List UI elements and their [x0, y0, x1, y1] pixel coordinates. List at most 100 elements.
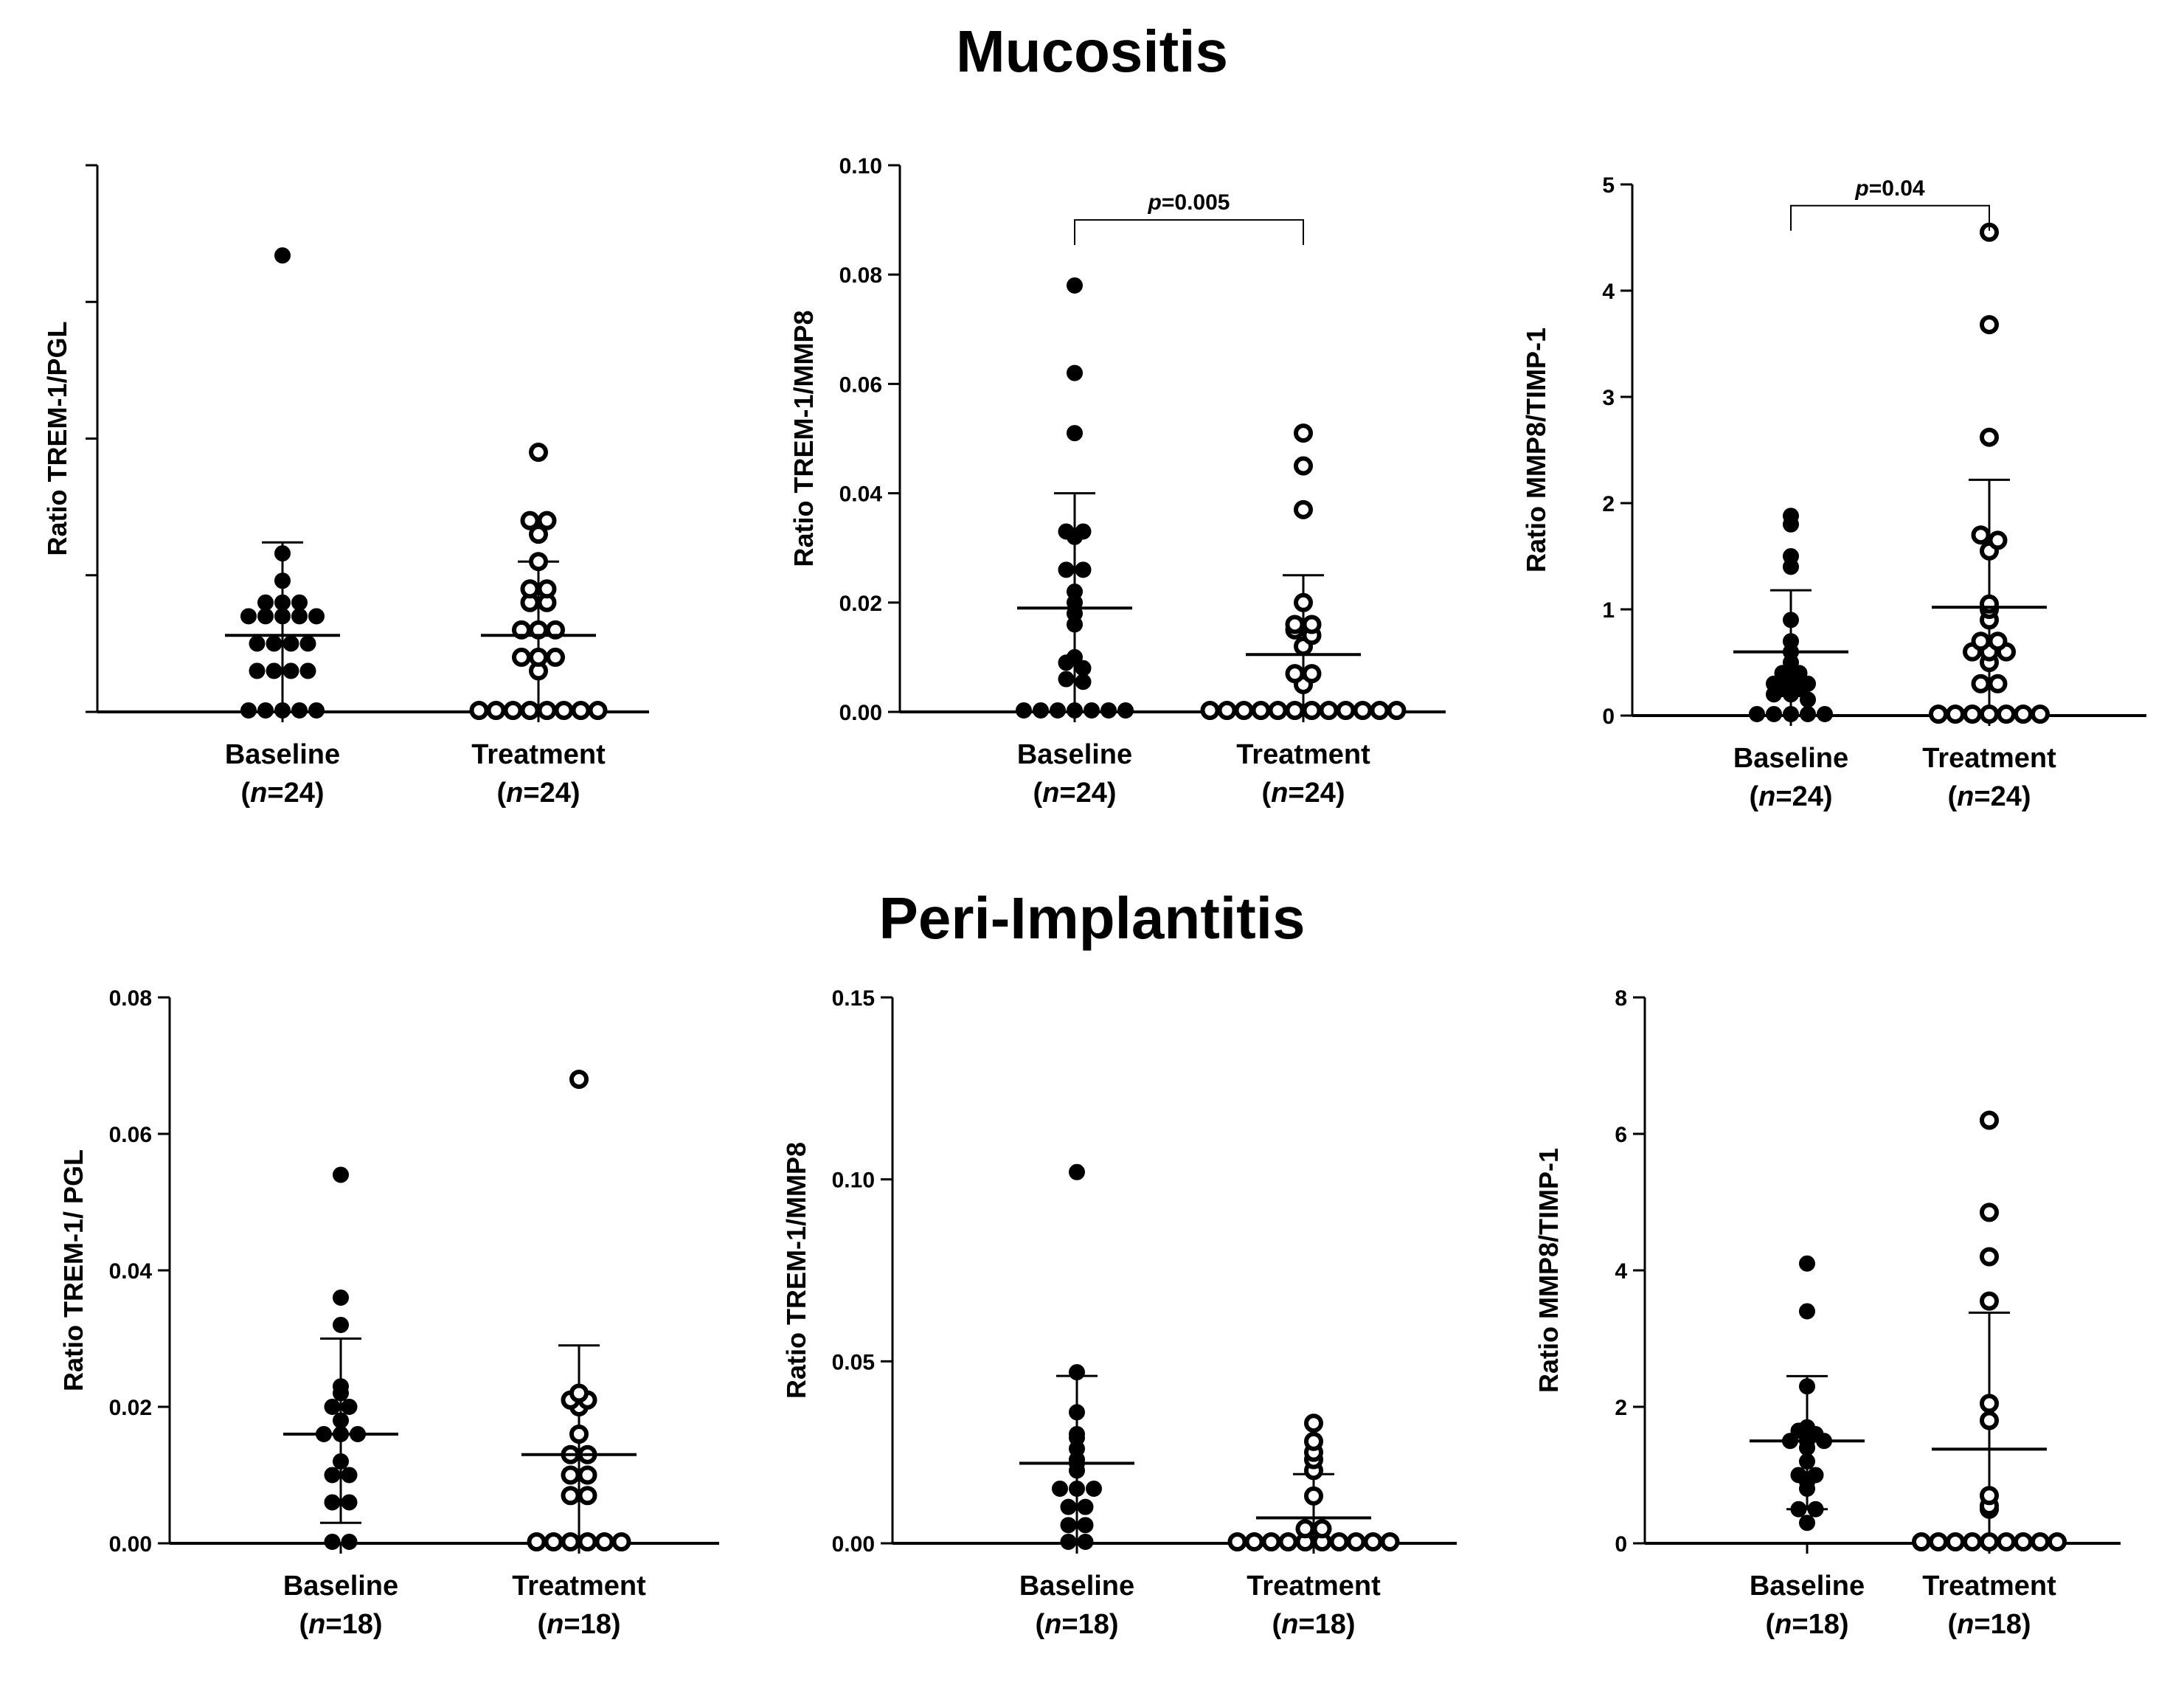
- chart-panel-mucositis-trem1-pgl: Ratio TREM-1/PGL Baseline (n=24) Treatment (…: [42, 164, 649, 809]
- baseline-point: [1817, 706, 1833, 722]
- treatment-point: [529, 552, 548, 572]
- baseline-point: [1060, 1534, 1077, 1550]
- treatment-point: [529, 443, 548, 463]
- treatment-point: [561, 1486, 580, 1506]
- y-tick-label: 0.02: [839, 592, 882, 616]
- treatment-point: [569, 1425, 589, 1444]
- sample-size-label: (n=24): [1033, 778, 1117, 809]
- treatment-point: [569, 1383, 589, 1403]
- treatment-point: [1971, 674, 1991, 693]
- treatment-point: [1988, 631, 2008, 651]
- y-axis-label: Ratio MMP8/TIMP-1: [1521, 328, 1551, 572]
- treatment-point: [520, 701, 540, 720]
- baseline-point: [1800, 675, 1816, 692]
- treatment-point: [469, 701, 489, 720]
- baseline-point: [299, 662, 316, 679]
- treatment-point: [1980, 1247, 1999, 1267]
- baseline-point: [333, 1378, 349, 1395]
- baseline-point: [1069, 1364, 1085, 1381]
- y-tick-label: 0: [1615, 1532, 1627, 1557]
- y-axis-label: Ratio TREM-1/PGL: [42, 321, 72, 556]
- treatment-point: [546, 647, 565, 667]
- chart-panel-mucositis-trem1-mmp8: 0.00 0.02 0.04 0.06 0.08 0.10 Ratio TREM-1/MMP…: [788, 154, 1446, 809]
- y-tick-label: 0.00: [839, 701, 882, 725]
- baseline-point: [1791, 665, 1808, 682]
- treatment-point: [544, 1532, 564, 1551]
- baseline-point: [1058, 671, 1075, 688]
- treatment-point: [1980, 1202, 1999, 1222]
- y-tick-label: 6: [1615, 1123, 1627, 1147]
- treatment-point: [1319, 701, 1339, 720]
- treatment-point: [529, 647, 548, 667]
- baseline-point: [1807, 1467, 1824, 1484]
- baseline-point: [1783, 508, 1799, 525]
- y-axis-label: Ratio MMP8/TIMP-1: [1533, 1148, 1564, 1393]
- baseline-point: [333, 1290, 349, 1306]
- y-tick-label: 0.15: [832, 986, 875, 1011]
- treatment-point: [611, 1532, 631, 1551]
- treatment-point: [1312, 1519, 1332, 1539]
- baseline-point: [1067, 648, 1083, 665]
- y-tick-label: 0.02: [109, 1396, 152, 1420]
- treatment-point: [2031, 1532, 2050, 1551]
- baseline-point: [1067, 702, 1083, 719]
- baseline-point: [341, 1534, 358, 1550]
- y-tick-label: 0: [1602, 705, 1615, 729]
- treatment-point: [537, 579, 557, 599]
- y-tick-label: 0.06: [839, 373, 882, 397]
- treatment-point: [1980, 1532, 1999, 1551]
- treatment-point: [1380, 1532, 1400, 1551]
- p-value-label: p=0.005: [1148, 190, 1230, 215]
- treatment-point: [1302, 664, 1322, 684]
- baseline-point: [274, 702, 291, 719]
- treatment-point: [537, 701, 557, 720]
- sample-size-label: (n=18): [1948, 1609, 2031, 1640]
- chart-panel-peri-trem1-mmp8: 0.00 0.05 0.10 0.15 Ratio TREM-1/MMP8 Baselin…: [781, 986, 1457, 1640]
- baseline-point: [1052, 1481, 1068, 1497]
- y-tick-label: 4: [1615, 1259, 1627, 1284]
- baseline-point: [1067, 583, 1083, 600]
- baseline-point: [1060, 1498, 1077, 1515]
- x-tick-label: Baseline: [1750, 1571, 1865, 1602]
- treatment-point: [1963, 1532, 1982, 1551]
- baseline-point: [1799, 1453, 1815, 1470]
- significance-bracket: [1790, 204, 1990, 231]
- treatment-point: [486, 701, 506, 720]
- baseline-point: [1799, 1419, 1815, 1436]
- sample-size-label: (n=18): [538, 1609, 621, 1640]
- baseline-point: [1058, 523, 1075, 540]
- sample-size-label: (n=18): [1036, 1609, 1119, 1640]
- y-tick-label: 8: [1615, 986, 1627, 1011]
- treatment-point: [554, 701, 574, 720]
- treatment-point: [1980, 705, 1999, 724]
- treatment-point: [1295, 1519, 1315, 1539]
- treatment-point: [1200, 701, 1220, 720]
- baseline-point: [1783, 548, 1799, 564]
- treatment-point: [1980, 1110, 1999, 1130]
- treatment-point: [1980, 315, 1999, 335]
- y-tick-label: 0.08: [839, 263, 882, 288]
- sample-size-label: (n=24): [1948, 781, 2031, 812]
- baseline-point: [308, 608, 325, 625]
- baseline-point: [240, 702, 257, 719]
- treatment-point: [527, 1532, 547, 1551]
- y-tick-label: 0.00: [832, 1532, 875, 1557]
- baseline-point: [291, 594, 308, 611]
- baseline-point: [1783, 706, 1799, 722]
- baseline-point: [1050, 702, 1066, 719]
- treatment-point: [1346, 1532, 1366, 1551]
- treatment-point: [2048, 1532, 2067, 1551]
- sample-size-label: (n=18): [1272, 1609, 1356, 1640]
- sample-size-label: (n=18): [1766, 1609, 1849, 1640]
- treatment-point: [1336, 701, 1356, 720]
- y-tick-label: 2: [1615, 1396, 1627, 1420]
- y-tick-label: 0.10: [839, 154, 882, 179]
- treatment-point: [1980, 1486, 1999, 1506]
- baseline-point: [1749, 706, 1765, 722]
- treatment-point: [2031, 705, 2050, 724]
- baseline-point: [1077, 1517, 1094, 1534]
- treatment-point: [520, 511, 540, 530]
- baseline-point: [299, 635, 316, 652]
- baseline-point: [1766, 675, 1782, 692]
- treatment-point: [537, 511, 557, 530]
